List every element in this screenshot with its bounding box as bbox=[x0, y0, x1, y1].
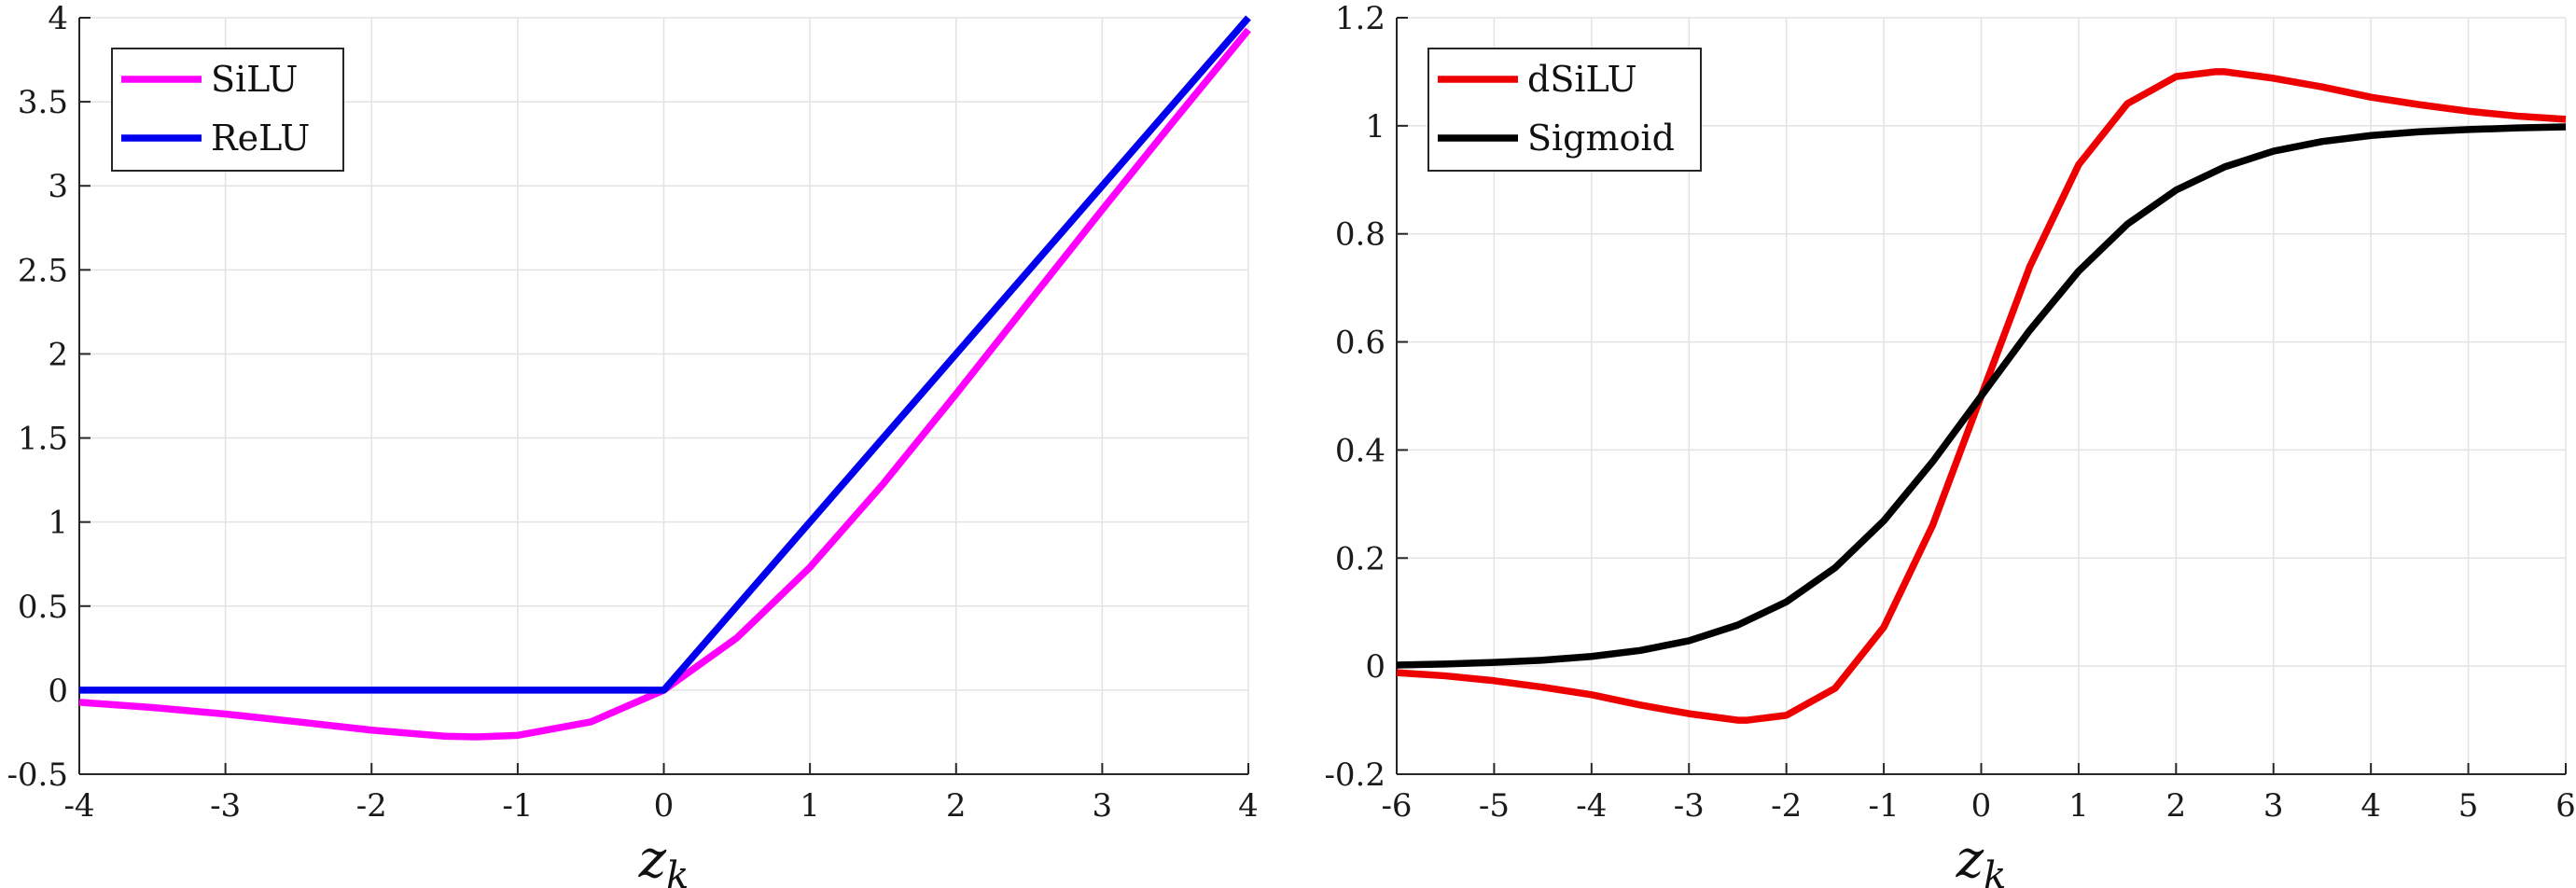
y-tick-label: 2 bbox=[48, 336, 68, 373]
y-tick-label: 1.2 bbox=[1335, 0, 1385, 37]
y-tick-labels: -0.2 0 0.2 0.4 0.6 0.8 1 1.2 bbox=[1324, 0, 1408, 794]
x-tick-label: -6 bbox=[1381, 787, 1412, 825]
x-tick-label: 0 bbox=[654, 787, 675, 825]
legend-label: Sigmoid bbox=[1527, 118, 1675, 159]
legend-label: dSiLU bbox=[1527, 59, 1637, 100]
y-tick-label: -0.2 bbox=[1324, 756, 1385, 794]
x-axis-title: zk bbox=[1956, 829, 2007, 888]
y-tick-label: 0.5 bbox=[18, 589, 68, 626]
x-tick-label: 2 bbox=[946, 787, 967, 825]
legend: SiLU ReLU bbox=[111, 48, 344, 172]
x-tick-label: 3 bbox=[2263, 787, 2284, 825]
x-tick-label: 1 bbox=[2068, 787, 2089, 825]
x-tick-label: -4 bbox=[1576, 787, 1607, 825]
x-tick-label: -5 bbox=[1479, 787, 1510, 825]
legend-box bbox=[111, 48, 344, 172]
x-tick-label: 4 bbox=[2360, 787, 2381, 825]
y-tick-label: 3 bbox=[48, 168, 68, 205]
y-tick-label: 0.8 bbox=[1335, 216, 1385, 254]
x-tick-label: 3 bbox=[1093, 787, 1113, 825]
x-tick-label: -1 bbox=[502, 787, 533, 825]
x-tick-label: -4 bbox=[63, 787, 94, 825]
x-axis-title: zk bbox=[638, 829, 689, 888]
y-tick-label: 0 bbox=[1365, 648, 1385, 686]
x-tick-label: 0 bbox=[1971, 787, 1992, 825]
series-group bbox=[1396, 68, 2567, 724]
x-tick-label: -2 bbox=[356, 787, 387, 825]
y-tick-label: 0 bbox=[48, 673, 68, 710]
series-line-sigmoid bbox=[1396, 123, 2567, 669]
y-tick-label: 0.4 bbox=[1335, 432, 1385, 469]
series-line-relu bbox=[79, 15, 1251, 694]
y-tick-label: 0.2 bbox=[1335, 540, 1385, 577]
x-tick-label: 5 bbox=[2458, 787, 2479, 825]
x-tick-label: 6 bbox=[2555, 787, 2576, 825]
x-tick-label: 1 bbox=[800, 787, 820, 825]
y-tick-label: 2.5 bbox=[18, 252, 68, 289]
legend-label: SiLU bbox=[211, 59, 298, 100]
legend-label: ReLU bbox=[211, 118, 310, 159]
y-tick-label: 1.5 bbox=[18, 421, 68, 458]
x-tick-label: -1 bbox=[1869, 787, 1900, 825]
x-tick-label: 2 bbox=[2166, 787, 2187, 825]
x-tick-label: -3 bbox=[210, 787, 241, 825]
y-tick-label: -0.5 bbox=[7, 756, 68, 794]
x-tick-label: -3 bbox=[1674, 787, 1705, 825]
series-group bbox=[78, 15, 1251, 741]
y-tick-label: 3.5 bbox=[18, 84, 68, 121]
legend-box bbox=[1427, 48, 1702, 172]
x-tick-labels: -6 -5 -4 -3 -2 -1 0 1 2 3 4 5 6 bbox=[1381, 763, 2576, 825]
x-tick-label: 4 bbox=[1238, 787, 1259, 825]
x-tick-label: -2 bbox=[1771, 787, 1802, 825]
x-tick-labels: -4 -3 -2 -1 0 1 2 3 4 bbox=[63, 763, 1259, 825]
y-tick-label: 0.6 bbox=[1335, 325, 1385, 362]
dsilu-sigmoid-chart: -6 -5 -4 -3 -2 -1 0 1 2 3 4 5 6 -0.2 0 0.2 0.4 0.6 0.8 1 1.2… bbox=[1324, 0, 2575, 888]
y-tick-label: 4 bbox=[48, 0, 68, 37]
y-tick-label: 1 bbox=[1365, 108, 1385, 146]
y-tick-labels: -0.5 0 0.5 1 1.5 2 2.5 3 3.5 4 bbox=[7, 0, 91, 794]
legend: dSiLU Sigmoid bbox=[1427, 48, 1702, 172]
silu-relu-chart: -4 -3 -2 -1 0 1 2 3 4 -0.5 0 0.5 1 1.5 2 2.5 3 3.5 4 zk SiLU… bbox=[7, 0, 1258, 888]
series-line-silu bbox=[78, 27, 1251, 741]
y-tick-label: 1 bbox=[48, 505, 68, 542]
